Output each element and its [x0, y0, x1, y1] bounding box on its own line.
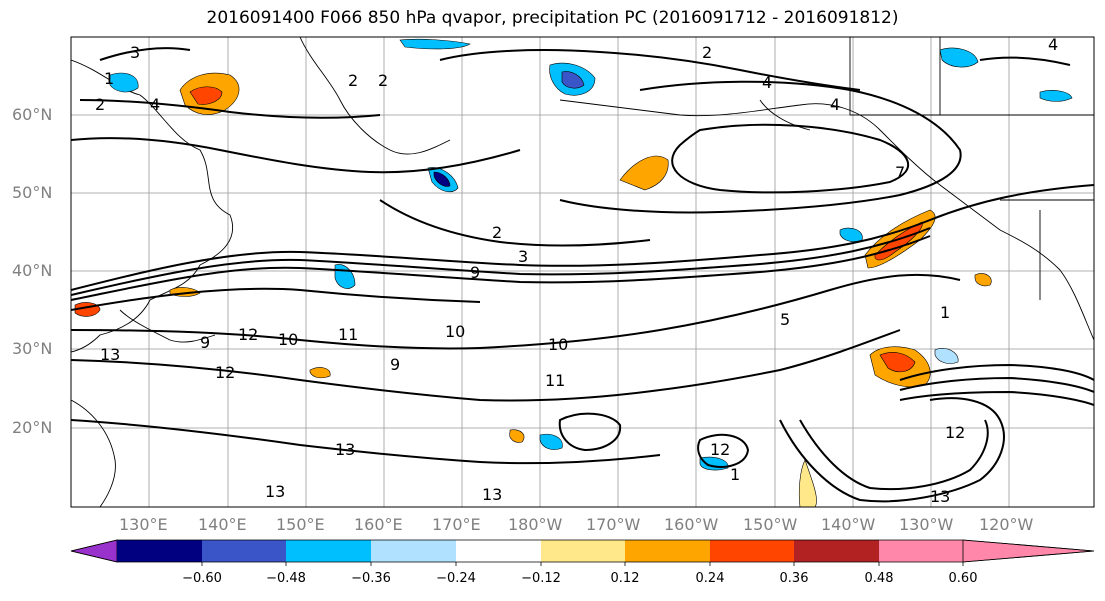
longitude-label: 130°E	[119, 515, 168, 534]
contour-label: 4	[1048, 35, 1058, 54]
contour-label: 12	[238, 325, 258, 344]
contour-label: 13	[930, 487, 950, 506]
contour-label: 10	[548, 335, 568, 354]
contour-label: 12	[710, 440, 730, 459]
contour-label: 11	[545, 371, 565, 390]
colorbar-tick-label: 0.12	[610, 571, 640, 586]
contour-label: 3	[518, 247, 528, 266]
latitude-label: 60°N	[12, 105, 53, 124]
colorbar-tick-label: 0.24	[695, 571, 725, 586]
longitude-label: 160°E	[354, 515, 403, 534]
latitude-label: 20°N	[12, 418, 53, 437]
contour-label: 2	[348, 71, 358, 90]
colorbar-segment	[541, 540, 625, 562]
latitude-label: 50°N	[12, 183, 53, 202]
colorbar-tick-label: −0.24	[436, 571, 476, 586]
colorbar-tick-label: −0.60	[182, 571, 222, 586]
longitude-label: 150°E	[276, 515, 325, 534]
contour-label: 5	[780, 310, 790, 329]
latitude-label: 30°N	[12, 339, 53, 358]
colorbar-segment	[879, 540, 963, 562]
contour-label: 2	[492, 223, 502, 242]
longitude-label: 160°W	[664, 515, 719, 534]
colorbar-tick-label: 0.60	[948, 571, 978, 586]
contour-label: 4	[830, 95, 840, 114]
contour-label: 13	[335, 440, 355, 459]
map-content: 1 1 1 2 2 2 2 2 3 3 4 4 4 4 5 7 9 9 9 10…	[71, 35, 1094, 507]
colorbar-extend-min	[70, 539, 118, 563]
contour-label: 10	[278, 330, 298, 349]
contour-label: 12	[215, 363, 235, 382]
contour-label: 1	[104, 69, 114, 88]
contour-label: 4	[762, 73, 772, 92]
contour-label: 9	[470, 263, 480, 282]
colorbar-tick-label: 0.36	[779, 571, 809, 586]
longitude-label: 180°W	[508, 515, 563, 534]
longitude-label: 140°W	[821, 515, 876, 534]
colorbar-segment	[794, 540, 879, 562]
colorbar-tick-label: 0.48	[864, 571, 894, 586]
contour-label: 9	[200, 333, 210, 352]
contour-value-labels: 1 1 1 2 2 2 2 2 3 3 4 4 4 4 5 7 9 9 9 10…	[95, 35, 1058, 506]
contour-label: 1	[940, 303, 950, 322]
contour-label: 13	[100, 345, 120, 364]
colorbar-outline	[70, 539, 1095, 563]
contour-label: 2	[702, 43, 712, 62]
contour-label: 13	[265, 482, 285, 501]
colorbar-segment	[371, 540, 456, 562]
qvapor-contours	[71, 47, 1094, 503]
colorbar-tick-label: −0.12	[521, 571, 561, 586]
contour-label: 2	[95, 95, 105, 114]
contour-label: 10	[445, 322, 465, 341]
longitude-label: 140°E	[198, 515, 247, 534]
colorbar-segment	[710, 540, 794, 562]
latitude-label: 40°N	[12, 261, 53, 280]
longitude-label: 170°E	[432, 515, 481, 534]
colorbar-segment	[202, 540, 286, 562]
contour-label: 2	[378, 71, 388, 90]
longitude-label: 120°W	[979, 515, 1034, 534]
contour-label: 7	[895, 163, 905, 182]
contour-label: 1	[730, 465, 740, 484]
contour-label: 4	[150, 95, 160, 114]
colorbar-tick-label: −0.48	[266, 571, 306, 586]
colorbar-segment	[456, 540, 541, 562]
contour-label: 13	[482, 485, 502, 504]
colorbar-tick-label: −0.36	[351, 571, 391, 586]
longitude-label: 150°W	[743, 515, 798, 534]
colorbar-ticks	[201, 562, 964, 566]
colorbar-segment	[117, 540, 202, 562]
colorbar-segment	[286, 540, 371, 562]
contour-label: 9	[390, 355, 400, 374]
map-border	[70, 36, 1095, 508]
colorbar	[70, 539, 1095, 566]
contour-label: 11	[338, 325, 358, 344]
colorbar-extend-max	[962, 539, 1095, 563]
map-title: 2016091400 F066 850 hPa qvapor, precipit…	[206, 8, 899, 28]
colorbar-segment	[625, 540, 710, 562]
contour-label: 3	[130, 43, 140, 62]
longitude-label: 170°W	[586, 515, 641, 534]
contour-label: 12	[945, 423, 965, 442]
longitude-label: 130°W	[899, 515, 954, 534]
